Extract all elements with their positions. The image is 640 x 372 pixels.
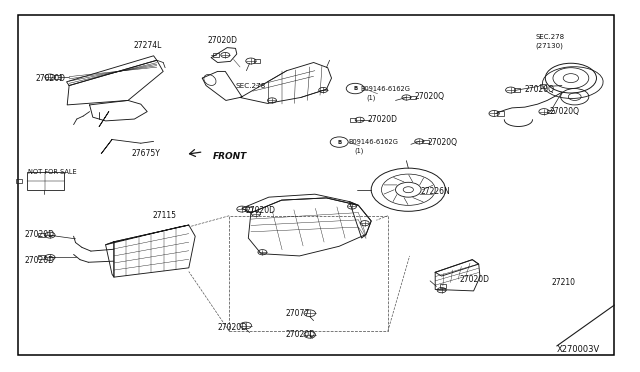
Text: 27020D: 27020D — [24, 230, 54, 239]
Bar — [440, 284, 446, 288]
Bar — [38, 233, 45, 237]
Text: SEC.278: SEC.278 — [236, 83, 266, 89]
Bar — [547, 110, 554, 113]
Text: SEC.278: SEC.278 — [535, 34, 564, 40]
Text: 27020D: 27020D — [368, 115, 398, 124]
Text: NOT FOR SALE: NOT FOR SALE — [28, 169, 77, 175]
Bar — [514, 88, 520, 92]
Text: 27210: 27210 — [552, 278, 576, 287]
Bar — [214, 53, 219, 57]
Text: 27020D: 27020D — [35, 74, 65, 83]
Text: 27115: 27115 — [152, 211, 177, 220]
Text: 27020D: 27020D — [245, 206, 275, 215]
Text: B: B — [353, 86, 357, 91]
Text: B09146-6162G: B09146-6162G — [349, 139, 399, 145]
Text: 27020D: 27020D — [208, 36, 238, 45]
Text: 27020D: 27020D — [460, 275, 490, 284]
Text: 27020Q: 27020Q — [415, 92, 445, 101]
Bar — [38, 256, 45, 260]
Bar — [540, 84, 546, 88]
Text: 27020D: 27020D — [285, 330, 316, 339]
Text: (27130): (27130) — [535, 42, 563, 49]
Text: (1): (1) — [355, 147, 364, 154]
Bar — [350, 118, 356, 122]
Bar — [245, 207, 252, 211]
Text: B09146-6162G: B09146-6162G — [360, 86, 410, 92]
Text: 27020Q: 27020Q — [549, 107, 579, 116]
Text: 27675Y: 27675Y — [131, 149, 160, 158]
Bar — [54, 75, 61, 79]
Bar — [229, 216, 388, 331]
Bar — [497, 112, 504, 115]
Bar — [410, 96, 416, 99]
Text: 27226N: 27226N — [420, 187, 450, 196]
Text: X270003V: X270003V — [557, 345, 600, 354]
Bar — [16, 179, 22, 183]
Text: 27020Q: 27020Q — [525, 85, 555, 94]
Bar — [27, 172, 64, 190]
Bar — [254, 59, 260, 63]
Text: 27274L: 27274L — [133, 41, 161, 50]
Text: 27020Q: 27020Q — [428, 138, 458, 147]
Bar — [422, 140, 429, 143]
Text: 27020D: 27020D — [24, 256, 54, 265]
Text: 27077: 27077 — [285, 309, 310, 318]
Text: (1): (1) — [366, 94, 376, 101]
Text: 27020D: 27020D — [218, 323, 248, 332]
Text: B: B — [337, 140, 341, 145]
Text: FRONT: FRONT — [212, 153, 247, 161]
